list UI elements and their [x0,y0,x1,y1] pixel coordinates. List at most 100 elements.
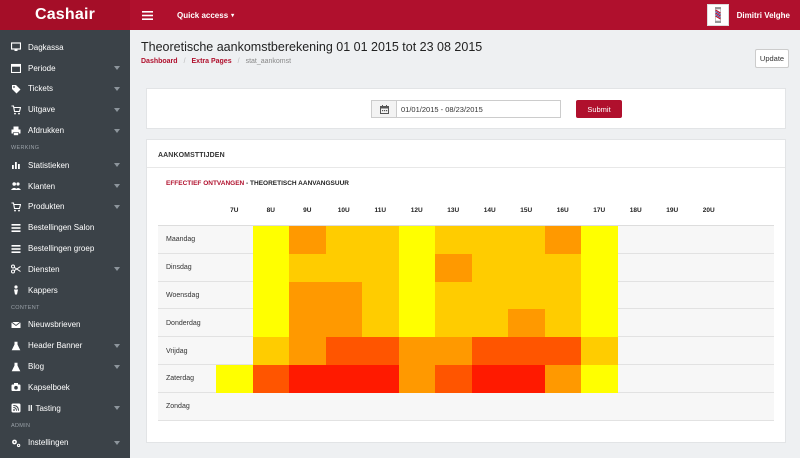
heatmap-row: Zaterdag [158,365,774,393]
flask-icon [11,341,21,351]
sidebar-item-blog[interactable]: Blog [0,356,130,377]
cart-icon [11,202,21,212]
heatmap-cell [471,281,508,310]
heatmap-cell [508,281,545,310]
sidebar-item-bestellingen-salon[interactable]: Bestellingen Salon [0,217,130,238]
quick-access-label: Quick access [177,10,229,20]
heatmap-cell [398,281,435,310]
chevron-down-icon [114,128,120,133]
heatmap-cell [362,226,399,254]
sidebar-item-label: Klanten [28,181,56,191]
tag-icon [11,84,21,94]
heatmap-hour-label: 16U [556,207,569,214]
chevron-down-icon [114,184,120,189]
menu-toggle-icon[interactable] [130,0,164,30]
sidebar-item-label: Periode [28,63,56,73]
heatmap-hour-label: 12U [410,207,423,214]
calendar-icon[interactable] [371,100,397,118]
sidebar-item-header-banner[interactable]: Header Banner [0,335,130,356]
sidebar-item-statistieken[interactable]: Statistieken [0,155,130,176]
rss-icon [11,403,21,413]
submit-button[interactable]: Submit [576,100,622,118]
heatmap-cell [398,226,435,254]
heatmap-cell [398,253,435,282]
sidebar-item-kappers[interactable]: Kappers [0,280,130,301]
heatmap-cell [325,226,362,254]
heatmap-day-label: Woensdag [166,291,200,299]
list-icon [11,223,21,233]
heatmap-day-label: Vrijdag [166,347,188,355]
panel-title: AANKOMSTTIJDEN [158,152,225,159]
heatmap-cell [252,226,289,254]
sidebar-item-kapselboek[interactable]: Kapselboek [0,377,130,398]
heatmap-cell [544,253,581,282]
sidebar-item-klanten[interactable]: Klanten [0,176,130,197]
sidebar-item-instellingen[interactable]: Instellingen [0,433,130,454]
sidebar-item-label: Dagkassa [28,42,64,52]
sidebar-item-uitgave[interactable]: Uitgave [0,99,130,120]
user-menu[interactable]: Dimitri Velghe [706,4,790,26]
sidebar-item-label: Header Banner [28,341,83,351]
sidebar-section-header: WERKING [11,144,40,151]
sidebar-item-label: Produkten [28,202,65,212]
legend-theoretical: THEORETISCH AANVANGSUUR [250,180,349,187]
heatmap-cell [252,253,289,282]
sidebar-item-tasting[interactable]: II Tasting [0,398,130,419]
heatmap-cell [508,337,545,365]
sidebar-item-label: Blog [28,362,45,372]
heatmap-cell [325,281,362,310]
breadcrumb-extra-pages-link[interactable]: Extra Pages [191,58,232,65]
chevron-down-icon [114,267,120,272]
date-range-input[interactable] [397,100,561,118]
heatmap-hour-label: 14U [483,207,496,214]
sidebar-item-label: Diensten [28,264,60,274]
avatar [706,4,729,26]
heatmap-hour-label: 13U [447,207,460,214]
sidebar-item-periode[interactable]: Periode [0,58,130,79]
sidebar-item-diensten[interactable]: Diensten [0,259,130,280]
heatmap-cell [471,226,508,254]
heatmap-cell [471,365,508,393]
arrival-times-panel: AANKOMSTTIJDEN EFFECTIEF ONTVANGEN - THE… [146,139,786,443]
heatmap-cell [362,253,399,282]
heatmap-cell [325,365,362,393]
sidebar-item-tickets[interactable]: Tickets [0,79,130,100]
divider [147,167,785,168]
sidebar-item-bestellingen-groep[interactable]: Bestellingen groep [0,238,130,259]
chevron-down-icon [114,343,120,348]
sidebar-item-afdrukken[interactable]: Afdrukken [0,120,130,141]
heatmap-cell [289,226,326,254]
heatmap-hour-label: 7U [230,207,239,214]
chevron-down-icon [114,406,120,411]
heatmap-cell [544,337,581,365]
cart-icon [11,105,21,115]
heatmap-hour-label: 10U [337,207,350,214]
heatmap-cell [252,365,289,393]
heatmap-cell [362,365,399,393]
heatmap-cell [435,253,472,282]
heatmap-hour-label: 18U [629,207,642,214]
sidebar-section-header: CONTENT [11,304,40,311]
quick-access-dropdown[interactable]: Quick access ▾ [177,11,234,20]
heatmap-cell [289,253,326,282]
heatmap-cell [544,226,581,254]
heatmap-cell [289,309,326,338]
heatmap-cell [581,309,618,338]
update-button[interactable]: Update [755,49,789,68]
heatmap-row: Dinsdag [158,253,774,282]
caret-down-icon: ▾ [231,12,235,19]
heatmap-cell [398,365,435,393]
sidebar-item-produkten[interactable]: Produkten [0,197,130,218]
heatmap-hour-label: 19U [666,207,679,214]
brand-logo[interactable]: Cashair [0,0,130,30]
heatmap-cell [435,337,472,365]
heatmap-cell [435,226,472,254]
sidebar-item-label: Tasting [35,403,61,413]
sidebar-item-label: Bestellingen groep [28,244,95,254]
breadcrumb-dashboard-link[interactable]: Dashboard [141,58,178,65]
sidebar-item-dagkassa[interactable]: Dagkassa [0,37,130,58]
heatmap-cell [289,365,326,393]
chevron-down-icon [114,204,120,209]
sidebar-item-nieuwsbrieven[interactable]: Nieuwsbrieven [0,315,130,336]
heatmap-day-label: Zaterdag [166,375,195,383]
